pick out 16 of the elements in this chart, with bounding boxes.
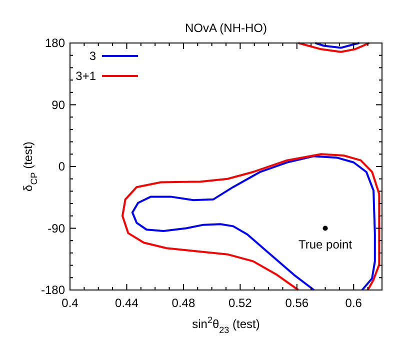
annotation: True point [298,237,353,252]
x-tick-label: 0.48 [172,296,196,310]
x-tick-label: 0.52 [228,296,252,310]
y-tick-label: 0 [58,160,66,174]
x-tick-label: 0.6 [345,296,362,310]
y-tick-label: -180 [40,283,66,297]
y-tick-label: -90 [48,221,66,236]
x-tick-label: 0.56 [285,296,309,310]
y-tick-label: 180 [44,36,66,50]
x-tick-label: 0.4 [62,296,79,310]
legend-label: 3+1 [76,69,96,83]
y-tick-label: 90 [52,98,66,112]
x-axis-title: sin$^{2}$θ$_{23}$ (test) [192,315,260,335]
chart-title: NOvA (NH-HO) [185,21,267,35]
x-tick-label: 0.44 [115,296,139,310]
legend-label: 3 [89,49,96,63]
